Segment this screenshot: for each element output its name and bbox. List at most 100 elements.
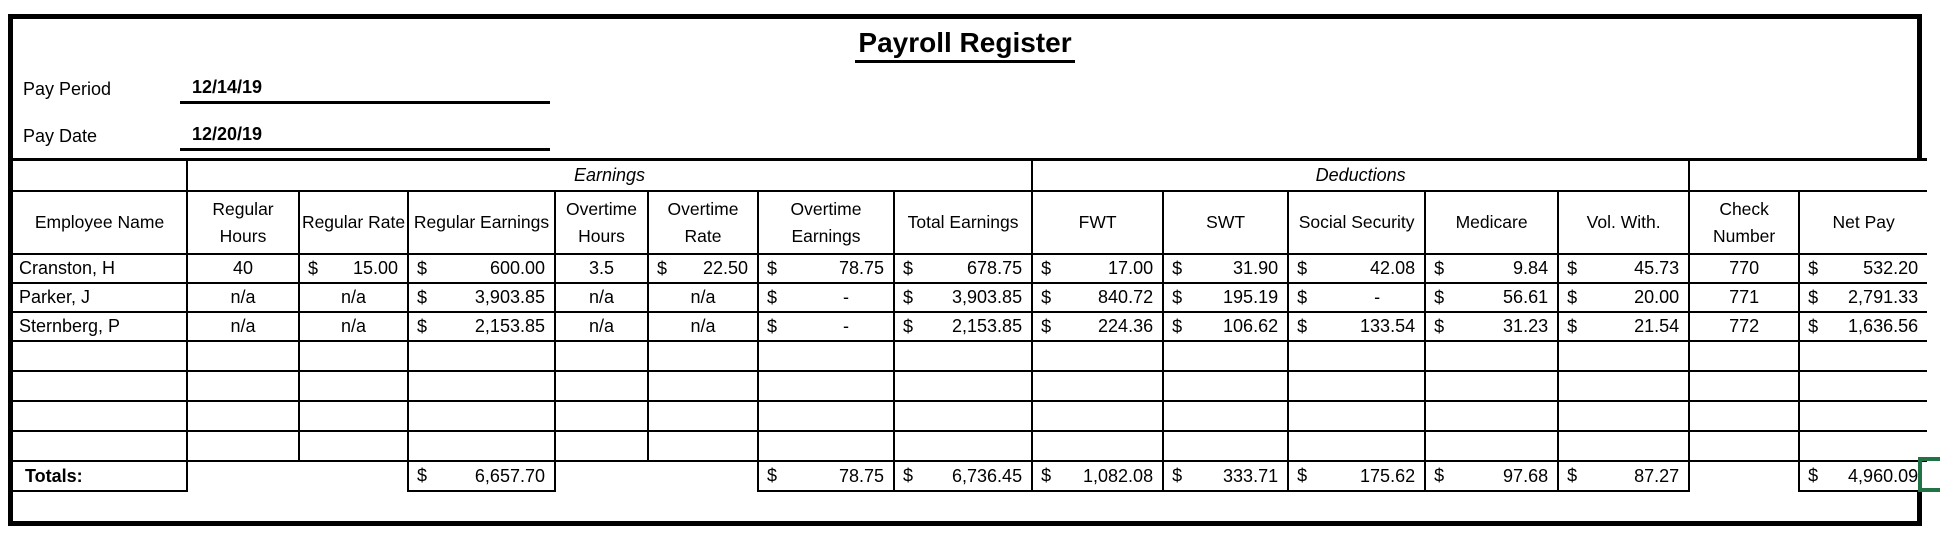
value-cell[interactable]: n/a: [647, 282, 759, 313]
amount-cell[interactable]: $45.73: [1557, 253, 1691, 284]
amount-cell[interactable]: $840.72: [1031, 282, 1165, 313]
amount-cell[interactable]: $106.62: [1162, 311, 1290, 342]
empty-cell[interactable]: [1798, 400, 1928, 432]
employee-name-cell[interactable]: Cranston, H: [13, 253, 188, 284]
value-cell[interactable]: n/a: [647, 311, 759, 342]
value-cell[interactable]: 772: [1688, 311, 1801, 342]
empty-cell[interactable]: [1688, 158, 1928, 192]
empty-cell[interactable]: [1689, 461, 1800, 491]
amount-cell[interactable]: $133.54: [1287, 311, 1427, 342]
amount-cell[interactable]: $2,791.33: [1798, 282, 1928, 313]
total-amount-cell[interactable]: $175.62: [1287, 460, 1427, 492]
empty-cell[interactable]: [1031, 370, 1165, 402]
empty-cell[interactable]: [407, 430, 556, 462]
amount-cell[interactable]: $1,636.56: [1798, 311, 1928, 342]
empty-cell[interactable]: [186, 340, 300, 372]
empty-cell[interactable]: [647, 430, 759, 462]
column-header[interactable]: Overtime Hours: [554, 190, 649, 255]
pay-period-field[interactable]: 12/14/19: [180, 74, 550, 104]
empty-cell[interactable]: [1557, 430, 1691, 462]
empty-cell[interactable]: [1688, 400, 1801, 432]
value-cell[interactable]: n/a: [298, 311, 409, 342]
value-cell[interactable]: n/a: [186, 282, 300, 313]
amount-cell[interactable]: $2,153.85: [407, 311, 556, 342]
pay-date-field[interactable]: 12/20/19: [180, 121, 550, 151]
empty-cell[interactable]: [1031, 430, 1165, 462]
empty-cell[interactable]: [554, 430, 649, 462]
amount-cell[interactable]: $ -: [757, 282, 895, 313]
empty-cell[interactable]: [298, 400, 409, 432]
column-header[interactable]: Check Number: [1688, 190, 1801, 255]
amount-cell[interactable]: $ -: [1287, 282, 1427, 313]
value-cell[interactable]: n/a: [186, 311, 300, 342]
empty-cell[interactable]: [892, 400, 1034, 432]
amount-cell[interactable]: $31.23: [1424, 311, 1560, 342]
total-amount-cell[interactable]: $78.75: [757, 460, 895, 492]
empty-cell[interactable]: [1424, 340, 1560, 372]
empty-cell[interactable]: [757, 400, 895, 432]
empty-cell[interactable]: [13, 340, 188, 372]
empty-cell[interactable]: [1557, 340, 1691, 372]
empty-cell[interactable]: [298, 340, 409, 372]
group-header-earnings[interactable]: Earnings: [185, 158, 1034, 192]
empty-cell[interactable]: [1287, 340, 1427, 372]
empty-cell[interactable]: [1688, 430, 1801, 462]
value-cell[interactable]: n/a: [298, 282, 409, 313]
amount-cell[interactable]: $678.75: [892, 253, 1034, 284]
empty-cell[interactable]: [1162, 400, 1290, 432]
amount-cell[interactable]: $42.08: [1287, 253, 1427, 284]
total-amount-cell[interactable]: $6,736.45: [892, 460, 1034, 492]
total-amount-cell[interactable]: $333.71: [1162, 460, 1290, 492]
empty-cell[interactable]: [13, 430, 188, 462]
employee-name-cell[interactable]: Parker, J: [13, 282, 188, 313]
column-header[interactable]: Vol. With.: [1557, 190, 1691, 255]
empty-cell[interactable]: [892, 430, 1034, 462]
column-header[interactable]: Regular Rate: [298, 190, 409, 255]
value-cell[interactable]: 3.5: [554, 253, 649, 284]
empty-cell[interactable]: [299, 461, 408, 491]
amount-cell[interactable]: $224.36: [1031, 311, 1165, 342]
empty-cell[interactable]: [1424, 400, 1560, 432]
empty-cell[interactable]: [647, 400, 759, 432]
empty-cell[interactable]: [187, 461, 299, 491]
amount-cell[interactable]: $3,903.85: [892, 282, 1034, 313]
value-cell[interactable]: 40: [186, 253, 300, 284]
empty-cell[interactable]: [186, 400, 300, 432]
amount-cell[interactable]: $22.50: [647, 253, 759, 284]
empty-cell[interactable]: [892, 370, 1034, 402]
column-header[interactable]: Regular Hours: [186, 190, 300, 255]
total-amount-cell[interactable]: $1,082.08: [1031, 460, 1165, 492]
amount-cell[interactable]: $ -: [757, 311, 895, 342]
empty-cell[interactable]: [1557, 400, 1691, 432]
empty-cell[interactable]: [1798, 370, 1928, 402]
amount-cell[interactable]: $17.00: [1031, 253, 1165, 284]
column-header[interactable]: Social Security: [1287, 190, 1427, 255]
column-header[interactable]: Overtime Rate: [647, 190, 759, 255]
value-cell[interactable]: 771: [1688, 282, 1801, 313]
amount-cell[interactable]: $56.61: [1424, 282, 1560, 313]
amount-cell[interactable]: $20.00: [1557, 282, 1691, 313]
empty-cell[interactable]: [1162, 340, 1290, 372]
totals-label[interactable]: Totals:: [13, 460, 188, 492]
column-header[interactable]: Employee Name: [13, 190, 188, 255]
total-amount-cell[interactable]: $6,657.70: [407, 460, 556, 492]
empty-cell[interactable]: [555, 461, 648, 491]
empty-cell[interactable]: [298, 430, 409, 462]
empty-cell[interactable]: [1424, 370, 1560, 402]
column-header[interactable]: Medicare: [1424, 190, 1560, 255]
empty-cell[interactable]: [892, 340, 1034, 372]
empty-cell[interactable]: [1287, 370, 1427, 402]
total-amount-cell[interactable]: $97.68: [1424, 460, 1560, 492]
empty-cell[interactable]: [1798, 430, 1928, 462]
amount-cell[interactable]: $532.20: [1798, 253, 1928, 284]
empty-cell[interactable]: [1162, 430, 1290, 462]
column-header[interactable]: Net Pay: [1798, 190, 1928, 255]
empty-cell[interactable]: [647, 370, 759, 402]
amount-cell[interactable]: $3,903.85: [407, 282, 556, 313]
empty-cell[interactable]: [648, 461, 758, 491]
column-header[interactable]: Overtime Earnings: [757, 190, 895, 255]
empty-cell[interactable]: [1798, 340, 1928, 372]
amount-cell[interactable]: $9.84: [1424, 253, 1560, 284]
column-header[interactable]: FWT: [1031, 190, 1165, 255]
empty-cell[interactable]: [554, 400, 649, 432]
